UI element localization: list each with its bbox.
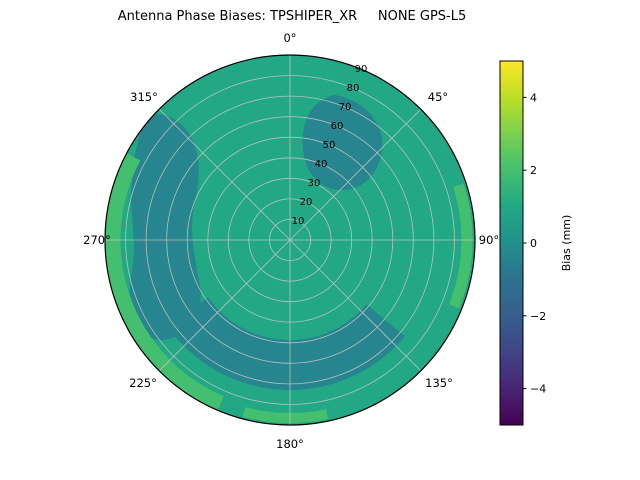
radial-tick-label: 10 <box>292 216 305 227</box>
angle-tick-label-45: 45° <box>428 90 448 104</box>
colorbar-ticks <box>523 96 527 390</box>
radial-tick-label: 90 <box>355 64 368 75</box>
colorbar-tick-label: 2 <box>530 164 537 177</box>
radial-tick-label: 80 <box>347 83 360 94</box>
radial-tick-label: 60 <box>331 121 344 132</box>
angle-tick-label-225: 225° <box>129 376 157 390</box>
contour-ridge-bottom-rim <box>242 407 329 423</box>
angle-tick-labels: 0° 45° 90° 135° 180° 225° 270° 315° <box>83 31 499 451</box>
contour-depression-left-band <box>129 114 201 340</box>
colorbar-axis-label: Bias (mm) <box>560 215 573 272</box>
contour-ridge-right-rim <box>448 183 473 309</box>
polar-grid <box>105 55 475 425</box>
radial-tick-label: 30 <box>308 178 321 189</box>
polar-outline <box>104 54 476 426</box>
radial-tick-label: 40 <box>315 159 328 170</box>
contour-ridge-left-rim <box>105 153 224 410</box>
radial-tick-label: 50 <box>323 140 336 151</box>
colorbar-tick-label: 0 <box>530 237 537 250</box>
colorbar-tick-label: −2 <box>530 310 546 323</box>
colorbar: 4 2 0 −2 −4 Bias (mm) <box>499 60 573 426</box>
colorbar-gradient <box>499 60 524 426</box>
angle-tick-label-315: 315° <box>130 90 158 104</box>
contour-depression-upper-right <box>302 95 383 191</box>
radial-tick-label: 20 <box>300 197 313 208</box>
angle-tick-label-180: 180° <box>276 437 304 451</box>
angle-tick-label-135: 135° <box>425 376 453 390</box>
chart-title: Antenna Phase Biases: TPSHIPER_XR NONE G… <box>117 9 467 24</box>
radial-tick-label: 70 <box>339 102 352 113</box>
colorbar-tick-labels: 4 2 0 −2 −4 <box>530 91 546 395</box>
radial-tick-labels: 10 20 30 40 50 60 70 80 90 <box>292 64 368 227</box>
angle-tick-label-0: 0° <box>283 31 296 45</box>
colorbar-tick-label: −4 <box>530 383 546 396</box>
angle-tick-label-90: 90° <box>479 233 499 247</box>
angle-tick-label-270: 270° <box>83 233 111 247</box>
colorbar-tick-label: 4 <box>530 91 537 104</box>
